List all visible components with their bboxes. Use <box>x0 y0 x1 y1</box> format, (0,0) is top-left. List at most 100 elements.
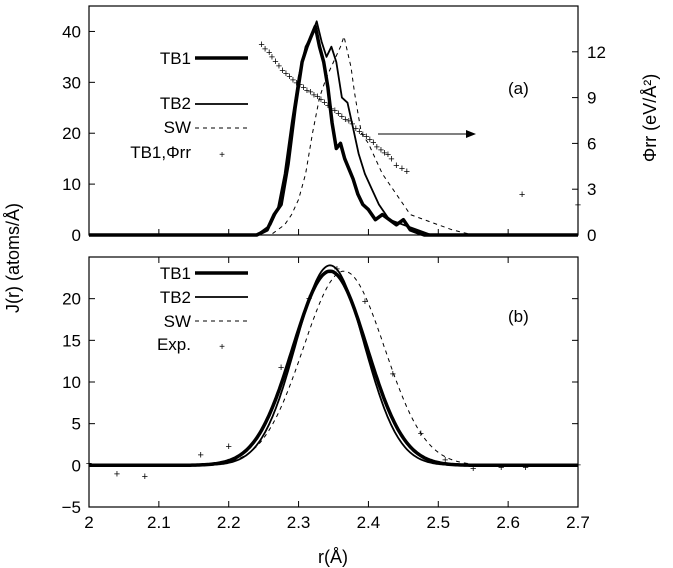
series-group-a: +++++++++++++++++++++++++++++++++++++++ +… <box>89 20 581 237</box>
x-tick-label-b: 2.7 <box>566 513 590 532</box>
data-point-phi-a: + <box>356 126 362 138</box>
data-point-phi-a: + <box>314 91 320 103</box>
y-tick-label-a: 40 <box>62 22 81 41</box>
data-point-exp-b: + <box>442 455 448 467</box>
legend-label-tb2-a: TB2 <box>160 94 191 113</box>
data-point-phi-a: + <box>374 141 380 153</box>
data-point-phi-a: + <box>353 123 359 135</box>
legend-label-exp-b: Exp. <box>157 335 191 354</box>
data-point-phi-a: + <box>339 111 345 123</box>
data-point-exp-b: + <box>418 428 424 440</box>
y2-tick-label-a: 9 <box>587 89 596 108</box>
x-tick-label-b: 2 <box>84 513 93 532</box>
data-point-phi-a: + <box>575 199 581 211</box>
data-point-phi-a: + <box>318 94 324 106</box>
series-line-tb2-a <box>89 20 578 236</box>
y-tick-label-a: 20 <box>62 124 81 143</box>
x-tick-label-b: 2.5 <box>426 513 450 532</box>
data-point-phi-a: + <box>335 108 341 120</box>
panel-label-a: (a) <box>508 79 529 98</box>
series-line-tb1-a <box>89 24 578 237</box>
data-point-phi-a: + <box>399 163 405 175</box>
data-point-phi-a: + <box>378 145 384 157</box>
y2-tick-label-a: 6 <box>587 134 596 153</box>
y-tick-label-b: 15 <box>62 331 81 350</box>
y-axis-ticks-b: −5 0 5 10 15 20 <box>62 290 578 517</box>
legend-label-tb1-a: TB1 <box>160 49 191 68</box>
y-tick-label-b: 0 <box>72 456 81 475</box>
y-tick-label-b: −5 <box>62 498 81 517</box>
y2-tick-label-a: 0 <box>587 226 596 245</box>
x-axis-ticks-b: 2 2.1 2.2 2.3 2.4 2.5 2.6 2.7 <box>84 229 590 532</box>
data-point-phi-a: + <box>404 166 410 178</box>
x-tick-label-b: 2.3 <box>287 513 311 532</box>
data-point-exp-b: + <box>86 458 92 470</box>
data-point-phi-a: + <box>304 85 310 97</box>
data-point-exp-b: + <box>390 369 396 381</box>
data-point-phi-a: + <box>328 103 334 115</box>
legend-b: TB1 TB2 SW Exp. + <box>157 264 248 354</box>
data-point-phi-a: + <box>321 97 327 109</box>
legend-swatch-exp-b: + <box>219 342 225 353</box>
legend-swatch-phi-a: + <box>219 150 225 161</box>
data-point-phi-a: + <box>258 39 264 51</box>
data-point-phi-a: + <box>293 77 299 89</box>
data-point-phi-a: + <box>300 82 306 94</box>
y-tick-label-a: 0 <box>72 226 81 245</box>
data-point-phi-a: + <box>342 114 348 126</box>
data-point-phi-a: + <box>311 90 317 102</box>
data-point-phi-a: + <box>297 79 303 91</box>
data-point-phi-a: + <box>346 116 352 128</box>
legend-a: TB1 TB2 SW TB1,Φrr + <box>130 49 248 162</box>
data-point-phi-a: + <box>360 129 366 141</box>
legend-label-phi-a: TB1,Φrr <box>130 143 191 162</box>
data-point-phi-a: + <box>286 71 292 83</box>
x-tick-label-b: 2.1 <box>147 513 171 532</box>
y-tick-label-b: 10 <box>62 373 81 392</box>
data-point-phi-a: + <box>370 137 376 149</box>
series-line-sw-b <box>89 270 578 466</box>
y-tick-label-b: 20 <box>62 290 81 309</box>
data-point-phi-a: + <box>283 68 289 80</box>
data-point-phi-a: + <box>381 148 387 160</box>
data-point-phi-a: + <box>385 149 391 161</box>
data-point-phi-a: + <box>307 86 313 98</box>
data-point-exp-b: + <box>470 463 476 475</box>
legend-label-sw-a: SW <box>164 118 191 137</box>
data-point-phi-a: + <box>519 189 525 201</box>
legend-label-tb1-b: TB1 <box>160 264 191 283</box>
legend-label-tb2-b: TB2 <box>160 288 191 307</box>
x-axis-title: r(Å) <box>318 547 348 567</box>
y2-axis-title: Φrr (eV/Å²) <box>640 74 660 162</box>
y-tick-label-b: 5 <box>72 415 81 434</box>
data-point-exp-b: + <box>306 293 312 305</box>
y-tick-label-a: 10 <box>62 175 81 194</box>
plot-frame-a <box>88 5 579 236</box>
x-tick-label-b: 2.4 <box>357 513 381 532</box>
series-group-b: + + + + + + + + + + + + + + + + <box>86 264 581 484</box>
y2-axis-ticks-a: 0 3 6 9 12 <box>572 43 606 245</box>
data-point-exp-b: + <box>278 362 284 374</box>
series-line-sw-a <box>89 36 578 236</box>
data-point-phi-a: + <box>262 44 268 56</box>
y2-tick-label-a: 3 <box>587 180 596 199</box>
data-point-phi-a: + <box>266 47 272 59</box>
data-point-exp-b: + <box>225 441 231 453</box>
data-point-phi-a: + <box>279 65 285 77</box>
y2-tick-label-a: 12 <box>587 43 606 62</box>
y-tick-label-a: 30 <box>62 73 81 92</box>
data-point-phi-a: + <box>276 61 282 73</box>
data-point-exp-b: + <box>362 296 368 308</box>
y-axis-title: J(r) (atoms/Å) <box>3 203 23 313</box>
data-point-phi-a: + <box>363 131 369 143</box>
data-point-exp-b: + <box>198 450 204 462</box>
y2-arrow-head <box>466 130 476 138</box>
data-point-phi-a: + <box>272 56 278 68</box>
data-point-phi-a: + <box>349 119 355 131</box>
data-point-exp-b: + <box>498 462 504 474</box>
panel-label-b: (b) <box>508 307 529 326</box>
data-point-phi-a: + <box>393 160 399 172</box>
